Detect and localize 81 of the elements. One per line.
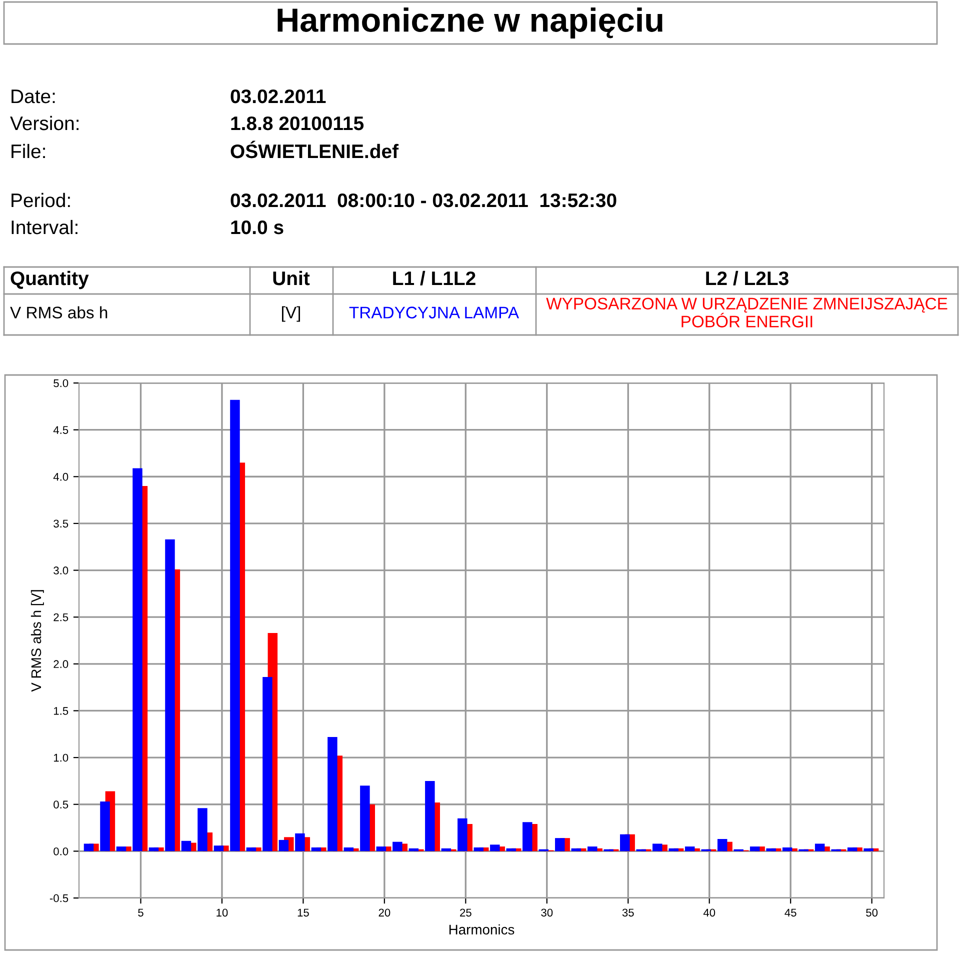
bar — [246, 847, 256, 852]
x-tick-label: 35 — [622, 908, 634, 917]
bar — [262, 677, 272, 852]
text: Date: — [12, 90, 55, 104]
y-tick-label: 5.0 — [54, 379, 68, 388]
x-tick-label: 30 — [541, 908, 553, 917]
x-tick-label: 15 — [298, 908, 309, 917]
text: L2 / L2L3 — [706, 270, 788, 286]
x-tick-label: 50 — [866, 908, 878, 917]
bar — [376, 846, 386, 852]
y-tick-label: 1.0 — [54, 754, 68, 762]
text: Interval: — [12, 220, 78, 234]
y-tick-label: 0.5 — [54, 800, 68, 808]
bar — [181, 840, 192, 852]
bar — [750, 846, 760, 852]
y-tick-label: 3.0 — [54, 566, 68, 574]
text: 1.8.8 20100115 — [231, 116, 364, 130]
bar — [344, 847, 354, 852]
bar — [425, 780, 435, 852]
bar — [864, 848, 874, 852]
bar — [474, 847, 484, 852]
bar — [668, 848, 678, 852]
bar — [295, 833, 305, 852]
bar — [165, 539, 175, 852]
bar — [684, 846, 695, 852]
bar — [620, 834, 630, 852]
text: V RMS abs h — [10, 306, 108, 318]
bar — [198, 808, 208, 852]
y-tick-label: 1.5 — [54, 707, 68, 715]
x-tick-label: 25 — [460, 908, 472, 917]
text: OŚWIETLENIE.def — [230, 140, 399, 158]
chart-title: Harmoniczne w napięciu — [278, 7, 662, 39]
text: File: — [12, 144, 45, 158]
bar — [84, 844, 94, 852]
y-tick-label: 3.5 — [54, 520, 68, 528]
text: 03.02.2011 — [230, 89, 326, 104]
bar — [148, 847, 159, 852]
bar — [555, 838, 565, 852]
text: Version: — [10, 116, 78, 130]
x-tick-label: 40 — [703, 908, 716, 917]
y-tick-label: 0.0 — [54, 847, 68, 856]
x-tick-label: 45 — [784, 908, 796, 917]
text: TRADYCYJNA LAMPA — [349, 306, 520, 318]
y-axis-title: V RMS abs h [V] — [30, 590, 44, 692]
text: L1 / L1L2 — [393, 270, 476, 286]
x-tick-label: 20 — [378, 908, 390, 917]
bar — [132, 468, 142, 852]
x-tick-label: 10 — [216, 908, 228, 917]
text: [V] — [282, 306, 300, 322]
bar — [230, 400, 240, 852]
bar — [782, 847, 792, 852]
bar — [100, 802, 110, 852]
y-tick-label: -0.5 — [50, 894, 68, 902]
y-tick-label: 4.0 — [53, 472, 68, 481]
text: Quantity — [10, 270, 89, 290]
text: 10.0 s — [231, 220, 284, 234]
text: 03.02.2011 08:00:10 - 03.02.2011 13:52:30 — [230, 193, 616, 208]
x-axis-title: Harmonics — [449, 924, 514, 935]
bar — [328, 736, 338, 852]
bar — [278, 840, 289, 852]
text: Period: — [12, 192, 70, 208]
bar — [652, 844, 662, 852]
bar — [214, 846, 224, 852]
text: Unit — [273, 270, 310, 286]
x-tick-label: 5 — [138, 908, 144, 917]
bar — [766, 848, 776, 852]
bar — [490, 844, 500, 852]
bar — [360, 786, 370, 852]
text: WYPOSARZONA W URZĄDZENIE ZMNEIJSZAJĄCE POBÓR ENERGII — [546, 298, 948, 328]
bar — [116, 846, 126, 852]
bar — [522, 822, 532, 852]
bar — [717, 839, 728, 852]
bar — [392, 842, 402, 852]
y-tick-label: 2.0 — [54, 660, 68, 668]
bar — [458, 818, 468, 852]
bar — [847, 847, 858, 852]
bar — [311, 847, 322, 852]
bar — [814, 844, 825, 852]
y-tick-label: 4.5 — [53, 426, 68, 434]
bar — [588, 846, 598, 852]
y-tick-label: 2.5 — [54, 613, 68, 622]
